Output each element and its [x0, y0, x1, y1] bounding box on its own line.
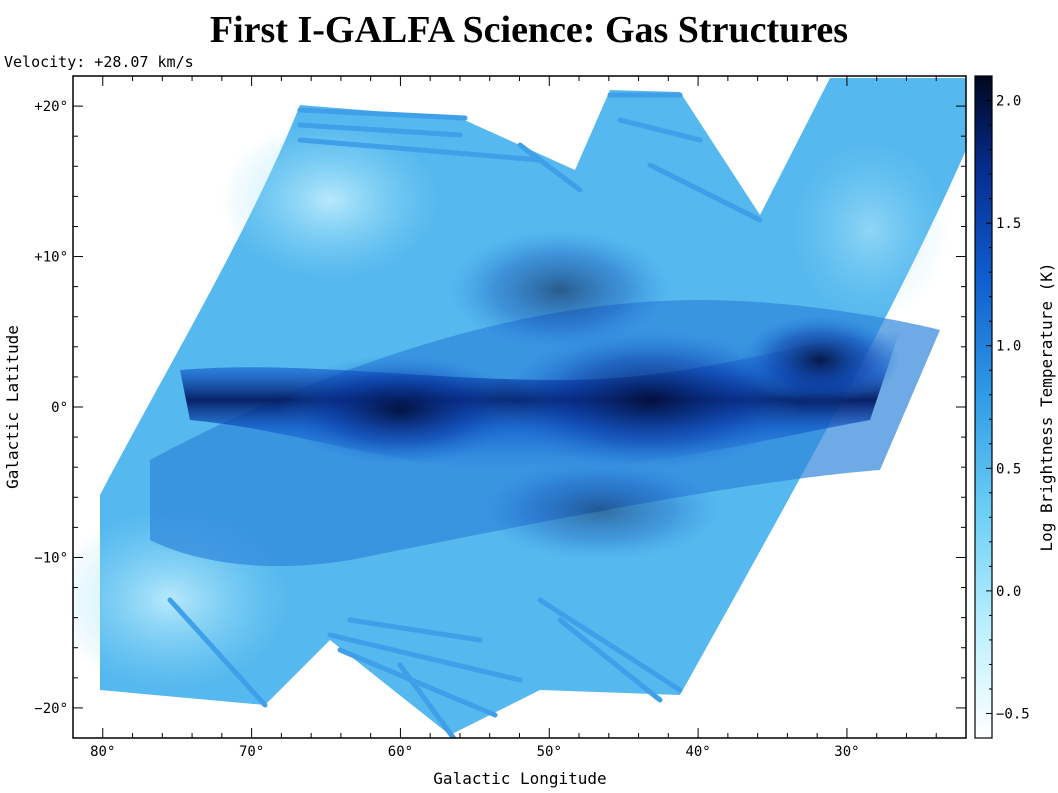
light-region	[220, 120, 440, 280]
dense-cloud	[280, 355, 520, 465]
scan-stripes	[167, 92, 763, 738]
colorbar-tick-label: 0.0	[996, 584, 1021, 600]
x-tick-label: 50°	[537, 744, 562, 760]
dense-cloud	[480, 460, 720, 560]
velocity-label: Velocity: +28.07 km/s	[4, 53, 194, 71]
x-tick-label: 30°	[834, 744, 859, 760]
x-axis: 80° 70° 60° 50° 40° 30°	[72, 76, 967, 760]
colorbar-tick-label: 1.5	[996, 216, 1021, 232]
dense-cloud	[740, 315, 900, 405]
x-tick-label: 70°	[239, 744, 264, 760]
light-region	[790, 140, 950, 320]
dense-cloud	[450, 230, 670, 350]
colorbar-tick-label: 2.0	[996, 94, 1021, 110]
y-axis-title: Galactic Latitude	[3, 325, 22, 489]
colorbar-tick-label: 1.0	[996, 339, 1021, 355]
x-tick-label: 80°	[90, 744, 115, 760]
x-axis-title: Galactic Longitude	[433, 769, 606, 788]
y-tick-label: +10°	[34, 250, 68, 266]
brightness-map	[73, 78, 966, 738]
y-tick-label: +20°	[34, 99, 68, 115]
dense-cloud	[500, 330, 800, 470]
x-tick-label: 40°	[685, 744, 710, 760]
y-tick-label: −20°	[34, 701, 68, 717]
colorbar-tick-label: −0.5	[996, 706, 1030, 722]
y-tick-label: 0°	[51, 400, 68, 416]
colorbar-axis: 2.0 1.5 1.0 0.5 0.0 −0.5	[986, 75, 1030, 739]
colorbar-tick-label: 0.5	[996, 461, 1021, 477]
x-tick-label: 60°	[388, 744, 413, 760]
colorbar-title: Log Brightness Temperature (K)	[1037, 263, 1056, 552]
y-axis: +20° +10° 0° −10° −20°	[34, 75, 966, 739]
page-title: First I-GALFA Science: Gas Structures	[209, 9, 849, 51]
y-tick-label: −10°	[34, 550, 68, 566]
colorbar	[974, 75, 993, 739]
